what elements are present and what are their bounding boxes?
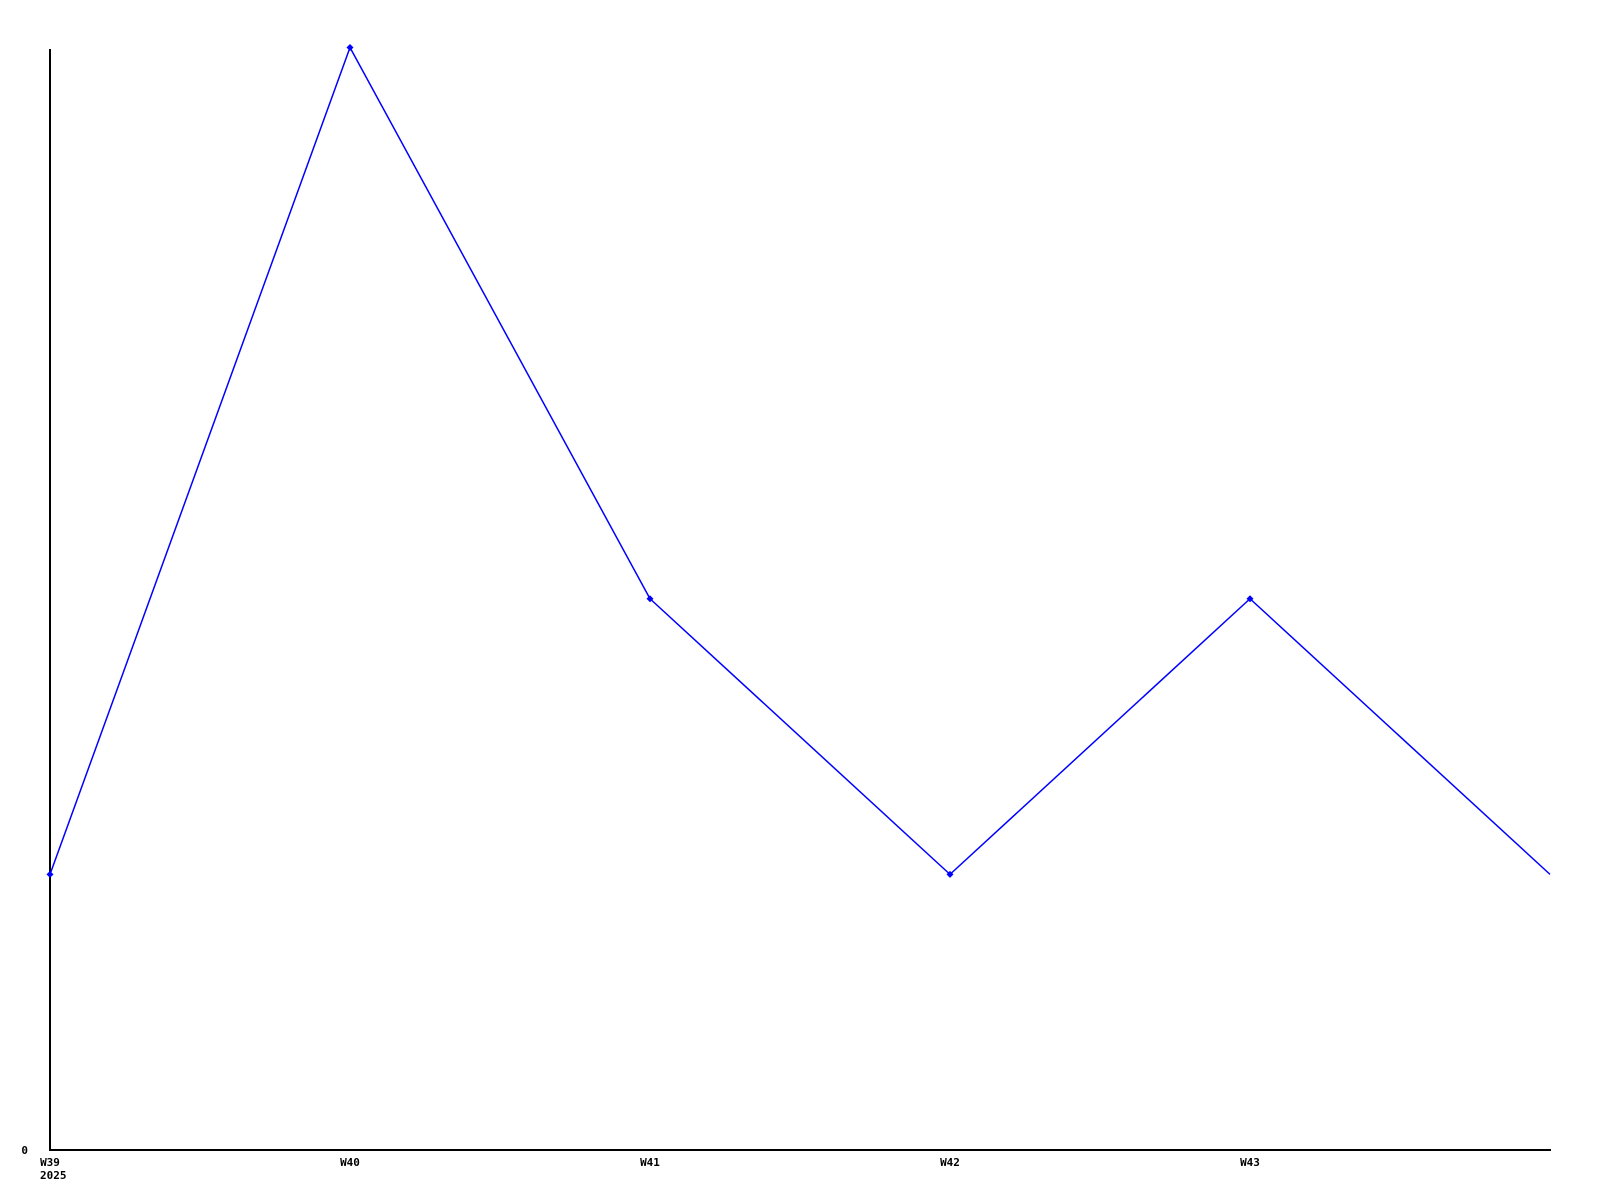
x-axis-year-labels: 2025 [40, 1169, 67, 1182]
x-axis-tick-label: W40 [340, 1156, 360, 1169]
data-point-marker [646, 595, 654, 603]
data-point-marker [1246, 595, 1254, 603]
y-axis-tick-labels: 0 [21, 1144, 28, 1157]
data-series-line [49, 46, 1551, 876]
x-axis-tick-label: W42 [940, 1156, 960, 1169]
x-axis-tick-label: W43 [1240, 1156, 1260, 1169]
x-axis-tick-label: W39 [40, 1156, 60, 1169]
x-axis-tick-label: W41 [640, 1156, 660, 1169]
y-axis-tick-label: 0 [21, 1144, 28, 1157]
x-axis-year-label: 2025 [40, 1169, 67, 1182]
axes [49, 49, 1551, 1151]
data-point-marker [346, 44, 354, 51]
data-point-markers [46, 44, 1254, 878]
x-axis-tick-labels: W39 W40 W41 W42 W43 [40, 1156, 1260, 1169]
data-point-marker [946, 870, 954, 878]
data-point-marker [46, 870, 54, 878]
